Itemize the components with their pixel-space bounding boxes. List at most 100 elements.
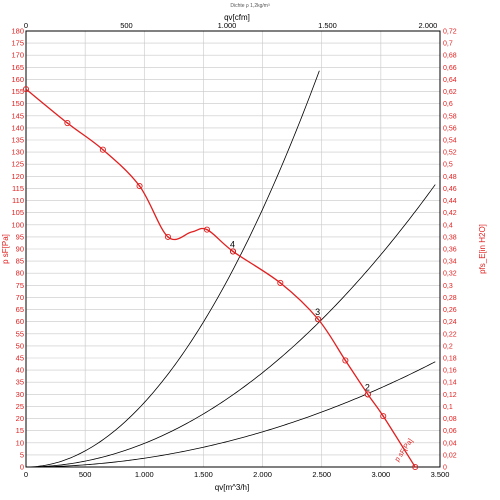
left-axis-ticks: 0 5 10 15 20 25 30 35 40 45 50 55 60 65 70 75 80 85 90 95 10… (11, 27, 24, 472)
y2-tick-label: 0,02 (443, 452, 457, 459)
x-tick-label: 500 (79, 470, 92, 479)
curve-marker-dot (25, 88, 27, 90)
y2-tick-label: 0,26 (443, 307, 457, 314)
system-curve-3 (25, 184, 436, 468)
y2-tick-label: 0,06 (443, 428, 457, 435)
y2-tick-label: 0,44 (443, 198, 457, 205)
y-tick-label: 40 (16, 366, 24, 375)
y2-axis-label: pfs_E[in H2O] (478, 224, 487, 274)
chart-title: Dichte ρ 1,2kg/m³ (230, 3, 270, 9)
system-curve-4 (25, 70, 320, 468)
operating-point-label: 2 (365, 382, 370, 392)
y-tick-label: 15 (16, 426, 24, 435)
y-tick-label: 155 (11, 87, 24, 96)
x-tick-label: 1.500 (194, 470, 213, 479)
curve-marker-dot (138, 185, 141, 187)
y-tick-label: 120 (11, 172, 24, 181)
fan-series (22, 86, 419, 471)
y2-tick-label: 0,56 (443, 125, 457, 132)
curve-label: p sF[Pa] (394, 438, 415, 463)
y2-tick-label: 0,36 (443, 247, 457, 254)
y2-tick-label: 0,04 (443, 440, 457, 447)
y-tick-label: 85 (16, 257, 24, 266)
top-tick-label: 2.000 (419, 21, 438, 30)
y-tick-label: 45 (16, 354, 24, 363)
x-tick-label: 2.500 (312, 470, 331, 479)
x-tick-label: 3.500 (431, 470, 450, 479)
y-tick-label: 90 (16, 245, 24, 254)
y2-tick-label: 0,48 (443, 174, 457, 181)
curve-marker-dot (206, 228, 208, 231)
y2-tick-label: 0,3 (443, 283, 453, 290)
system-curves: 4 3 2 (25, 70, 436, 468)
y2-tick-label: 0,5 (443, 162, 453, 169)
curve-marker (364, 391, 371, 398)
curve-marker-dot (66, 122, 69, 124)
y-tick-label: 165 (11, 63, 24, 72)
y-tick-label: 100 (11, 220, 24, 229)
y-tick-label: 95 (16, 232, 24, 241)
curve-marker (164, 233, 171, 240)
y2-tick-label: 0,12 (443, 392, 457, 399)
y2-tick-label: 0,22 (443, 331, 457, 338)
curve-marker (380, 413, 387, 420)
y2-tick-label: 0,1 (443, 404, 453, 411)
y2-tick-label: 0,38 (443, 234, 457, 241)
operating-point-label: 3 (315, 307, 320, 317)
x-tick-label: 0 (24, 470, 28, 479)
top-tick-label: 1.000 (218, 21, 237, 30)
y-tick-label: 170 (11, 51, 24, 60)
y-tick-label: 145 (11, 111, 24, 120)
y-tick-label: 0 (20, 463, 24, 472)
curve-marker (136, 182, 143, 190)
bottom-axis-ticks: 0 500 1.000 1.500 2.000 2.500 3.000 3.500 (24, 470, 449, 479)
y2-tick-label: 0,62 (443, 89, 457, 96)
curve-marker (229, 248, 237, 255)
curve-marker (315, 316, 322, 323)
y2-tick-label: 0,28 (443, 295, 457, 302)
y-tick-label: 30 (16, 390, 24, 399)
y-tick-label: 20 (16, 414, 24, 423)
curve-marker-dot (279, 282, 282, 284)
top-axis-label: qv[cfm] (224, 13, 250, 22)
y2-tick-label: 0,72 (443, 29, 457, 36)
top-tick-label: 1.500 (318, 21, 337, 30)
y-tick-label: 160 (11, 75, 24, 84)
y-tick-label: 175 (11, 39, 24, 48)
y2-tick-label: 0,46 (443, 186, 457, 193)
y-tick-label: 65 (16, 305, 24, 314)
y-tick-label: 35 (16, 378, 24, 387)
y2-tick-label: 0,58 (443, 113, 457, 120)
top-tick-label: 0 (24, 21, 28, 30)
curve-marker-dot (317, 318, 319, 321)
curve-marker-dot (382, 415, 385, 417)
y2-tick-label: 0,4 (443, 222, 453, 229)
y-tick-label: 25 (16, 402, 24, 411)
curve-marker-dot (102, 148, 104, 151)
y2-tick-label: 0,42 (443, 210, 457, 217)
curve-marker-dot (414, 466, 416, 468)
curve-marker-dot (167, 236, 169, 238)
y2-tick-label: 0,24 (443, 319, 457, 326)
operating-point-label: 4 (230, 239, 235, 249)
plot-frame (25, 30, 441, 468)
y-tick-label: 115 (12, 184, 24, 193)
y-tick-label: 70 (16, 293, 24, 302)
y2-tick-label: 0,32 (443, 271, 457, 278)
curve-marker (99, 146, 106, 153)
x-tick-label: 1.000 (135, 470, 154, 479)
y-tick-label: 60 (16, 317, 24, 326)
y-tick-label: 75 (16, 281, 24, 290)
y2-tick-label: 0 (443, 465, 447, 472)
y2-tick-label: 0,7 (443, 41, 453, 48)
y-tick-label: 10 (16, 438, 24, 447)
system-curve-2 (26, 361, 436, 468)
y2-tick-label: 0,16 (443, 368, 457, 375)
y2-tick-label: 0,34 (443, 259, 457, 266)
y-tick-label: 50 (16, 341, 24, 350)
y2-tick-label: 0,18 (443, 356, 457, 363)
x-axis-label: qv[m^3/h] (215, 483, 249, 492)
y-tick-label: 130 (11, 148, 24, 157)
y-tick-label: 135 (11, 136, 24, 145)
